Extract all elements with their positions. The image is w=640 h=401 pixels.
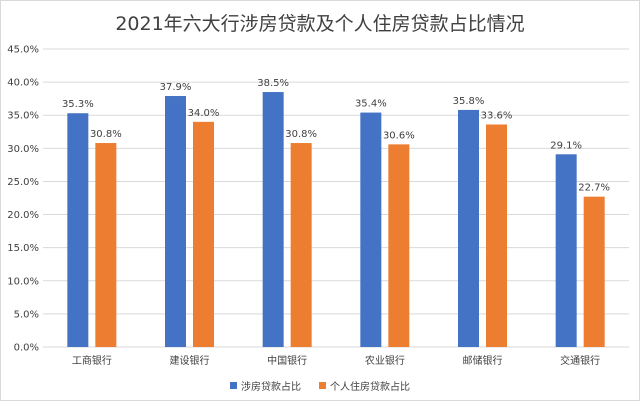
data-label: 35.4% — [355, 99, 387, 110]
data-label: 34.0% — [188, 108, 220, 119]
y-tick-label: 0.0% — [14, 343, 39, 354]
y-tick-label: 5.0% — [14, 309, 39, 320]
bar-series-2 — [583, 196, 605, 347]
bar-series-1 — [165, 96, 186, 347]
legend-swatch-series-1 — [230, 382, 237, 389]
legend-item-series-1[interactable]: 涉房贷款占比 — [230, 378, 301, 393]
y-tick-label: 35.0% — [7, 111, 39, 122]
bar-series-1 — [360, 112, 382, 347]
x-category-label: 建设银行 — [170, 354, 210, 367]
data-label: 35.8% — [453, 96, 485, 107]
y-tick-label: 20.0% — [7, 210, 39, 221]
bar-series-2 — [388, 144, 410, 347]
bar-series-1 — [555, 154, 577, 347]
legend-item-series-2[interactable]: 个人住房贷款占比 — [319, 378, 410, 393]
legend-swatch-series-2 — [319, 382, 326, 389]
bar-series-2 — [290, 143, 312, 347]
data-label: 30.6% — [383, 130, 415, 141]
legend-label-series-2: 个人住房贷款占比 — [330, 382, 410, 393]
bar-series-2 — [193, 121, 214, 347]
chart-legend: 涉房贷款占比 个人住房贷款占比 — [1, 378, 639, 393]
y-tick-label: 40.0% — [7, 78, 39, 89]
data-label: 30.8% — [90, 129, 122, 140]
x-category-label: 工商银行 — [72, 354, 112, 367]
data-label: 35.3% — [62, 99, 94, 110]
legend-label-series-1: 涉房贷款占比 — [241, 382, 301, 393]
bar-series-1 — [67, 113, 89, 347]
data-label: 29.1% — [550, 140, 582, 151]
data-label: 37.9% — [160, 82, 192, 93]
x-category-label: 中国银行 — [267, 354, 307, 367]
x-category-label: 邮储银行 — [463, 354, 503, 367]
data-label: 22.7% — [578, 183, 610, 194]
y-tick-label: 10.0% — [7, 276, 39, 287]
y-tick-label: 15.0% — [7, 243, 39, 254]
chart-title: 2021年六大行涉房贷款及个人住房贷款占比情况 — [115, 13, 525, 35]
x-category-label: 农业银行 — [365, 354, 405, 367]
data-label: 38.5% — [257, 78, 289, 89]
bar-series-1 — [458, 109, 479, 348]
y-tick-label: 30.0% — [7, 144, 39, 155]
y-tick-label: 25.0% — [7, 177, 39, 188]
data-label: 33.6% — [481, 110, 513, 121]
x-category-label: 交通银行 — [560, 354, 600, 367]
bar-series-1 — [262, 92, 284, 348]
bar-series-2 — [486, 124, 507, 347]
data-label: 30.8% — [285, 129, 317, 140]
y-tick-label: 45.0% — [7, 45, 39, 56]
bar-series-2 — [95, 143, 117, 347]
